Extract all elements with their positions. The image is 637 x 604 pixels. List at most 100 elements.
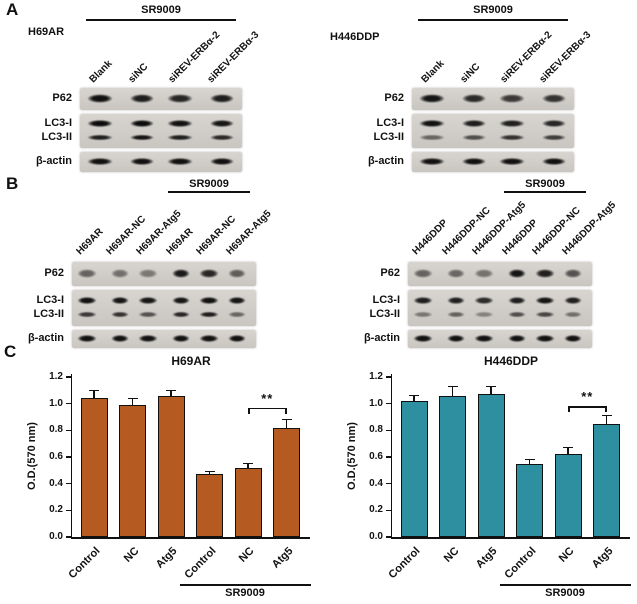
blot-band (197, 334, 221, 343)
blot-band (207, 93, 238, 104)
blot-strip (408, 262, 592, 286)
blot-band (197, 311, 221, 318)
chart-title: H69AR (171, 354, 211, 368)
x-axis-line (70, 537, 310, 539)
blot-band (562, 311, 584, 318)
blot-strip (80, 114, 242, 148)
blot-band (207, 157, 238, 166)
y-tick-label: 1.0 (49, 397, 63, 409)
blot-band (415, 157, 448, 166)
blot-strip (412, 114, 574, 148)
treatment-underline (499, 584, 631, 586)
treatment-overline (504, 191, 586, 193)
blot-band (83, 157, 116, 166)
bar (273, 427, 300, 537)
y-tick-label: 0.8 (49, 424, 63, 436)
blot-band (75, 268, 99, 279)
error-bar-line (605, 415, 608, 424)
blot-band (472, 334, 496, 343)
y-tick (66, 509, 71, 512)
blot-band (562, 268, 584, 279)
error-bar-cap (243, 462, 253, 465)
bar (516, 463, 543, 537)
band-row-label: P62 (52, 91, 72, 104)
y-tick-label: 0.8 (369, 424, 383, 436)
y-tick-label: 1.2 (369, 371, 383, 382)
error-bar-line (451, 386, 454, 396)
panel-c-label: C (4, 342, 17, 361)
blot-band (415, 119, 448, 128)
error-bar-cap (447, 385, 458, 388)
blot-strip (412, 152, 574, 172)
blot-strip (412, 88, 574, 110)
blot-band (472, 268, 496, 279)
error-bar-line (413, 395, 415, 401)
blot-band (472, 296, 496, 305)
blot-band (415, 93, 448, 104)
error-bar-cap (281, 418, 292, 421)
blot-band (136, 311, 160, 318)
bar (400, 401, 428, 537)
blot-strip (72, 262, 256, 286)
treatment-label: SR9009 (189, 178, 229, 190)
blot-band (109, 334, 131, 343)
blot-band (75, 311, 99, 318)
error-bar-cap (486, 385, 496, 388)
y-tick-label: 0.4 (369, 477, 383, 489)
blot-band (170, 311, 192, 318)
blot-band (207, 119, 238, 128)
band-row-label: LC3-I (372, 293, 401, 306)
blot-band (127, 119, 158, 128)
band-row-label: LC3-I (36, 293, 65, 306)
error-bar-cap (563, 446, 573, 449)
blot-band (562, 296, 584, 305)
blot-band (506, 311, 528, 318)
error-bar-line (247, 463, 249, 468)
band-row-label: P62 (44, 266, 64, 279)
bar (119, 405, 146, 537)
lane-label: H446DDP-Atg5 (560, 199, 619, 258)
blot-band (136, 296, 160, 305)
blot-band (83, 119, 116, 128)
blot-band (533, 311, 557, 318)
bar-chart-H446DDP: H446DDP O.D.(570 nm) 0.0 0.2 0.4 0.6 0.8 1.0 1.2… (338, 352, 637, 604)
blot-band (197, 296, 221, 305)
blot-band (506, 268, 528, 279)
y-tick (66, 482, 71, 485)
band-row-label: P62 (380, 266, 400, 279)
error-bar-line (490, 386, 492, 395)
panel-b-label: B (6, 174, 19, 193)
blot-band (83, 134, 116, 141)
y-axis-label: O.D.(570 nm) (346, 421, 358, 490)
blot-band (226, 268, 248, 279)
treatment-label: SR9009 (141, 4, 181, 16)
blot-band (163, 134, 196, 141)
blot-group-a-left: H69AR SR9009 Blank siNC siREV-ERBα-2 siREV-ER… (28, 4, 284, 176)
lane-label: siNC (126, 61, 151, 86)
bar (477, 394, 505, 537)
blot-group-b-left: SR9009 H69AR H69AR-NC H69AR-Atg5 H69AR H69AR-… (20, 178, 274, 350)
y-tick (386, 482, 391, 485)
significance-bracket-end (248, 407, 250, 414)
blot-band (75, 334, 99, 343)
treatment-label: SR9009 (525, 178, 565, 190)
band-row-label: LC3-II (373, 130, 404, 143)
y-tick (66, 536, 71, 538)
significance-bracket-end (568, 406, 570, 413)
blot-band (533, 334, 557, 343)
y-tick-label: 1.0 (369, 397, 383, 409)
bar-chart-H69AR: H69AR O.D.(570 nm) 0.0 0.2 0.4 0.6 0.8 1.0 1.2 Co… (18, 352, 320, 604)
y-tick-label: 0.2 (49, 504, 63, 516)
significance-stars: ** (261, 390, 274, 406)
blot-band (163, 93, 196, 104)
blot-band (109, 296, 131, 305)
y-tick (386, 402, 391, 405)
bar (554, 454, 582, 537)
bar (196, 474, 223, 537)
blot-band (411, 268, 435, 279)
error-bar-line (208, 471, 211, 475)
error-bar-line (93, 390, 95, 399)
blot-band (459, 157, 490, 166)
blot-band (445, 334, 467, 343)
blot-band (207, 134, 238, 141)
